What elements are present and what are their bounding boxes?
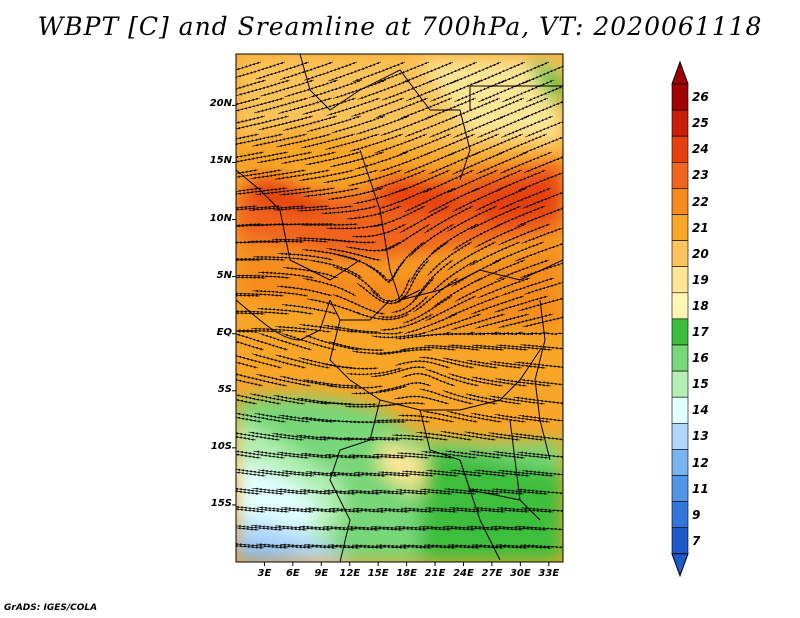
colorbar-swatch: [671, 266, 689, 294]
colorbar-label: 16: [692, 351, 709, 366]
lon-label: 6E: [285, 568, 300, 579]
map-title: WBPT [C] and Sreamline at 700hPa, VT: 20…: [37, 12, 763, 41]
lat-label: 15S: [210, 497, 232, 509]
colorbar-swatch: [671, 344, 689, 372]
colorbar-label: 25: [692, 116, 709, 131]
lon-label: 21E: [424, 568, 446, 579]
streamline: [516, 205, 563, 227]
colorbar-label: 13: [692, 429, 709, 444]
lat-label: 10N: [209, 212, 232, 224]
lon-label: 12E: [339, 568, 361, 579]
colorbar-label: 24: [692, 142, 709, 157]
colorbar-label: 26: [692, 90, 709, 105]
country-borders: [236, 54, 563, 562]
footer-credit: GrADS: IGES/COLA: [4, 603, 98, 613]
streamline: [521, 507, 563, 514]
colorbar-label: 20: [692, 246, 709, 261]
colorbar-swatch: [671, 475, 689, 502]
colorbar-label: 21: [692, 220, 709, 235]
lat-label: EQ: [216, 326, 232, 338]
lon-label: 18E: [396, 568, 417, 579]
streamline: [515, 331, 563, 336]
lat-label: 15N: [209, 155, 232, 167]
streamline: [513, 396, 563, 405]
streamline: [518, 414, 563, 423]
lat-label: 10S: [210, 440, 232, 452]
streamline: [519, 259, 563, 279]
streamline: [522, 187, 563, 209]
streamlines: [236, 61, 563, 550]
streamline: [524, 277, 563, 295]
colorbar-swatch: [671, 162, 689, 189]
colorbar-swatch: [671, 370, 689, 398]
colorbar-swatch: [671, 214, 689, 241]
lon-label: 27E: [481, 568, 503, 579]
colorbar-label: 22: [692, 194, 709, 209]
streamline: [515, 241, 563, 262]
colorbar-swatch: [671, 188, 689, 215]
streamline: [520, 544, 563, 550]
colorbar-label: 11: [692, 481, 709, 496]
colorbar-label: 15: [692, 377, 709, 392]
streamline: [332, 294, 386, 315]
lat-label: 5N: [216, 269, 232, 281]
streamline: [517, 295, 563, 312]
plot-frame: [235, 53, 564, 563]
colorbar-swatch: [671, 396, 689, 424]
colorbar-swatch: [671, 135, 689, 163]
colorbar-swatch: [671, 83, 689, 111]
streamline: [236, 294, 261, 298]
lat-label: 20N: [209, 98, 232, 110]
colorbar-label: 23: [692, 168, 709, 183]
streamline: [520, 97, 563, 120]
colorbar: [671, 60, 689, 578]
colorbar-label: 19: [692, 272, 709, 287]
lat-label: 5S: [217, 383, 232, 395]
colorbar-swatch: [671, 449, 689, 476]
colorbar-swatch: [671, 109, 689, 137]
lon-label: 15E: [367, 568, 389, 579]
streamline: [514, 361, 563, 369]
lon-label: 3E: [257, 568, 272, 579]
streamline: [515, 525, 563, 532]
colorbar-label: 14: [692, 403, 709, 418]
streamline: [522, 470, 563, 478]
streamline: [512, 432, 563, 441]
colorbar-label: 17: [692, 325, 709, 339]
colorbar-swatch: [671, 318, 689, 346]
lon-label: 30E: [509, 568, 531, 579]
lon-label: 9E: [314, 568, 329, 579]
streamline: [520, 344, 563, 351]
colorbar-swatch: [671, 422, 689, 450]
streamline: [517, 169, 563, 191]
colorbar-top-arrow: [671, 60, 689, 85]
colorbar-swatch: [671, 292, 689, 320]
streamline: [524, 115, 563, 138]
streamline: [521, 223, 563, 244]
lon-label: 33E: [538, 568, 560, 579]
colorbar-swatch: [671, 240, 689, 268]
lon-label: 24E: [453, 568, 474, 579]
colorbar-label: 18: [692, 298, 709, 313]
axis-ticks: [232, 104, 550, 566]
colorbar-swatch: [671, 527, 689, 555]
colorbar-bottom-arrow: [671, 553, 689, 578]
colorbar-label: 12: [692, 455, 709, 470]
colorbar-label: 9: [692, 507, 701, 522]
colorbar-swatch: [671, 501, 689, 529]
streamline: [519, 378, 563, 387]
streamline: [518, 133, 563, 156]
colorbar-label: 7: [692, 533, 701, 548]
streamline: [517, 451, 563, 459]
streamline: [523, 151, 563, 173]
streamline: [522, 313, 563, 328]
